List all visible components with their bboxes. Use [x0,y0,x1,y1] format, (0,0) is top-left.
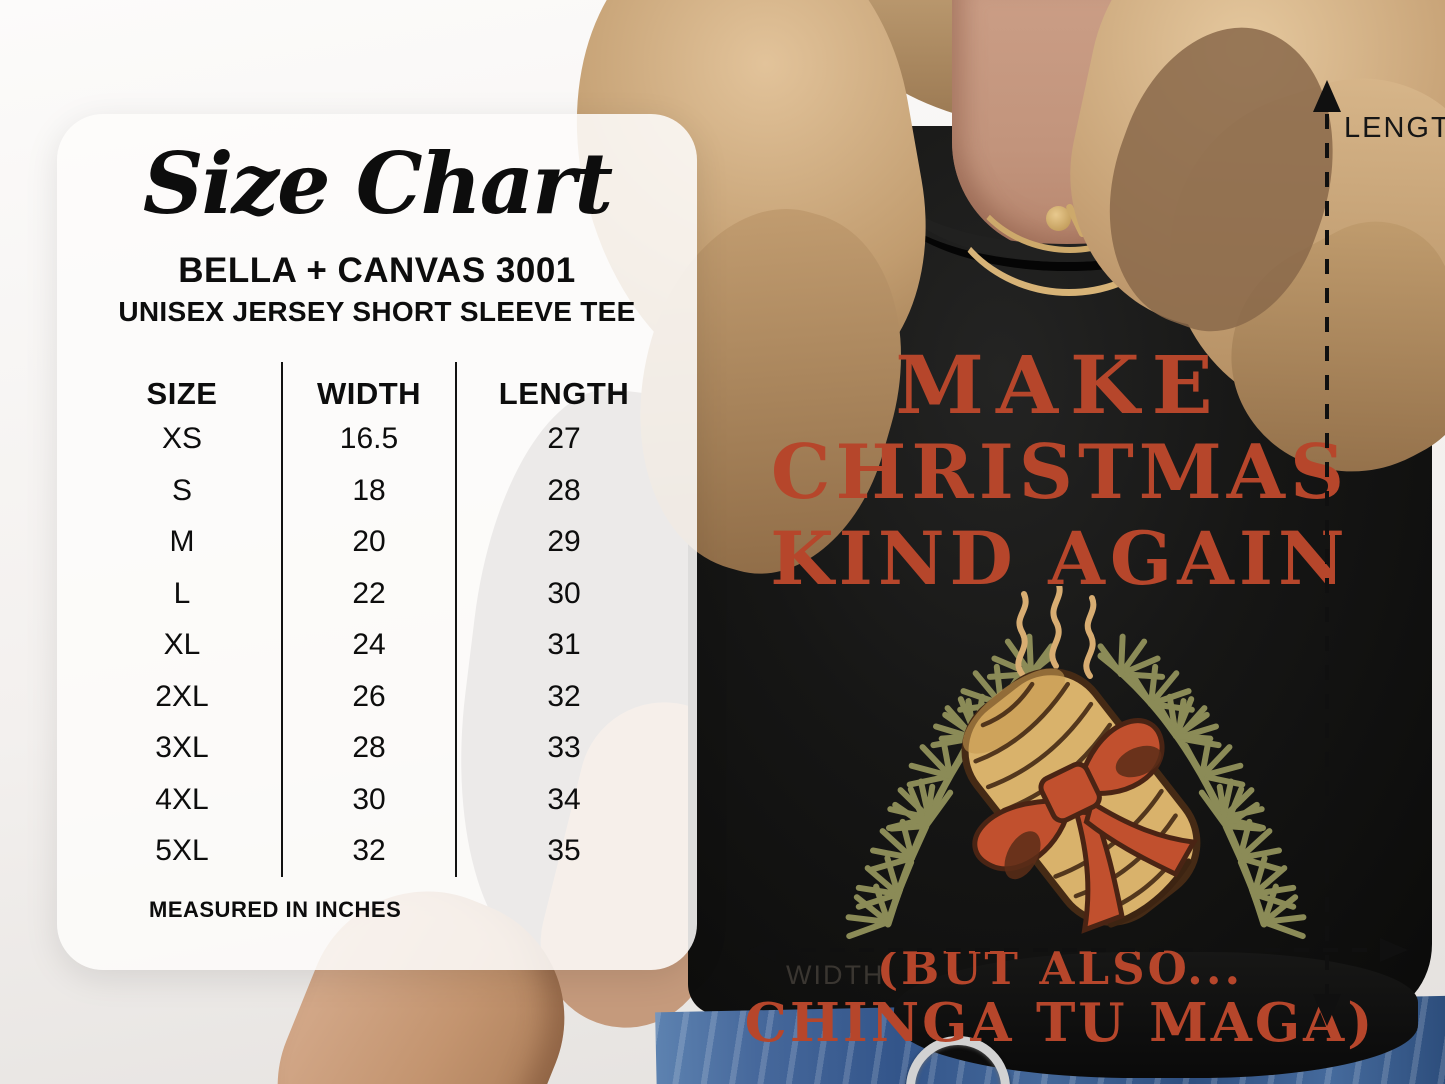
table-cell: 32 [281,825,457,877]
tamale-illustration [826,579,1326,960]
table-cell: 30 [547,576,581,610]
table-cell: XS [161,422,203,456]
table-cell: 34 [547,782,581,816]
print-line-chinga: CHINGA TU MAGA) [744,991,1376,1054]
shirt-print-subline: (BUT ALSO... CHINGA TU MAGA) [688,944,1432,1051]
table-cell: 3XL [155,731,209,765]
tamale-body [961,668,1201,934]
shirt-print-headline: MAKE CHRISTMAS KIND AGAIN [688,338,1432,602]
card-brand: BELLA + CANVAS 3001 [178,250,576,290]
print-line-christmas: CHRISTMAS [770,428,1350,517]
width-label: WIDTH [786,960,885,990]
column-header-size: SIZE [146,375,218,411]
steam-lines [1015,579,1097,679]
table-cell: 20 [281,516,457,568]
print-line-make: MAKE [895,338,1225,432]
table-cell: 26 [281,670,457,723]
column-header-width: WIDTH [281,361,457,426]
table-cell: 30 [281,773,457,826]
table-cell: 4XL [155,782,209,816]
table-cell: 32 [547,679,581,713]
table-cell: XL [163,628,201,662]
column-header-length: LENGTH [498,375,630,411]
table-cell: 28 [281,722,457,774]
pine-branch-right [1094,629,1318,944]
length-measure-line [1325,114,1329,998]
table-cell: 2XL [155,679,209,713]
table-cell: 16.5 [281,413,457,465]
red-bow [972,718,1198,934]
table-cell: 29 [547,525,581,559]
table-cell: 28 [547,473,581,507]
table-cell: 18 [281,464,457,517]
width-arrow-right-icon [1380,938,1408,962]
length-arrow-down-icon [1313,994,1341,1026]
width-arrow-left-icon [748,938,776,962]
size-table: SIZE WIDTH LENGTH XS 16.5 27 S 18 28 M 2… [83,361,671,877]
print-line-but-also: (BUT ALSO... [876,942,1244,995]
gold-necklace-chain-long [936,46,1202,296]
card-product: UNISEX JERSEY SHORT SLEEVE TEE [118,295,636,327]
table-cell: 33 [547,731,581,765]
table-cell: 5XL [155,834,209,868]
card-note: MEASURED IN INCHES [149,896,402,922]
length-arrow-up-icon [1313,80,1341,112]
print-line-kind-again: KIND AGAIN [770,515,1350,602]
table-cell: L [173,576,191,610]
table-cell: 27 [547,422,581,456]
table-cell: M [169,525,195,559]
table-cell: 31 [547,628,581,662]
table-cell: S [171,473,192,507]
size-chart-card: Size Chart BELLA + CANVAS 3001 UNISEX JE… [57,114,697,970]
table-cell: 24 [281,619,457,671]
width-measure-line [772,948,1384,952]
table-cell: 35 [547,834,581,868]
card-title: Size Chart [142,134,613,233]
table-cell: 22 [281,567,457,620]
length-label: LENGTH [1344,112,1445,144]
